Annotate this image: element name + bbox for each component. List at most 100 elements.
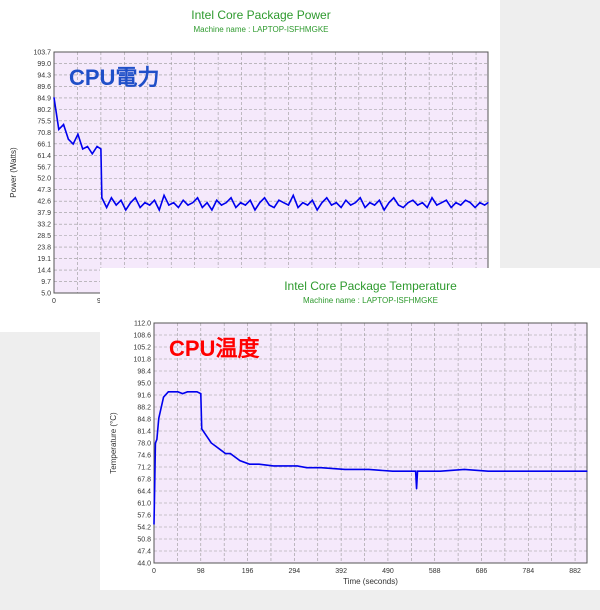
data-point [220, 204, 223, 206]
y-tick-label: 52.0 [37, 176, 51, 183]
data-point [469, 202, 471, 204]
data-point [192, 202, 194, 204]
data-point [153, 523, 155, 525]
data-point [321, 202, 323, 204]
data-point [586, 470, 588, 472]
y-tick-label: 78.0 [137, 441, 151, 448]
data-point [77, 133, 79, 135]
data-point [158, 209, 160, 211]
data-point [479, 202, 481, 204]
data-point [296, 465, 298, 467]
data-point [239, 460, 241, 462]
x-axis-label: Time (seconds) [343, 577, 398, 586]
y-tick-label: 61.0 [137, 501, 151, 508]
y-axis-label: Temperature (°C) [109, 412, 118, 474]
data-point [302, 202, 304, 204]
y-tick-label: 14.4 [37, 268, 51, 275]
data-point [431, 197, 433, 199]
data-point [484, 204, 486, 206]
x-tick-label: 784 [522, 568, 534, 575]
plot-area [54, 52, 488, 293]
power-chart: Intel Core Package Power Machine name : L… [9, 8, 489, 305]
data-point [340, 206, 342, 209]
data-point [350, 204, 352, 206]
data-point [487, 202, 489, 204]
y-tick-label: 103.7 [33, 50, 51, 57]
data-point [393, 197, 395, 199]
data-point [316, 209, 318, 211]
data-point [559, 470, 561, 472]
data-point [368, 468, 370, 471]
data-point [450, 206, 452, 209]
data-point [154, 442, 157, 444]
y-tick-label: 57.6 [137, 513, 151, 520]
data-point [335, 202, 337, 204]
data-point [412, 199, 414, 201]
data-point [134, 197, 136, 199]
data-point [272, 465, 274, 467]
data-point [415, 470, 417, 472]
data-point [369, 202, 371, 204]
y-tick-label: 66.1 [37, 141, 51, 148]
data-point [120, 199, 122, 201]
y-tick-label: 61.4 [37, 153, 51, 160]
data-point [307, 204, 309, 206]
y-tick-label: 28.5 [37, 233, 51, 240]
data-point [182, 199, 184, 201]
chart-subtitle: Machine name : LAPTOP-ISFHMGKE [193, 25, 328, 34]
data-point [225, 452, 227, 455]
data-point [439, 470, 442, 472]
x-tick-label: 98 [197, 568, 205, 575]
data-point [186, 391, 189, 393]
y-tick-label: 50.8 [137, 537, 151, 544]
data-point [96, 145, 98, 148]
data-point [354, 202, 357, 204]
y-tick-label: 33.2 [37, 222, 51, 229]
data-point [210, 442, 212, 444]
data-point [53, 97, 55, 99]
data-point [259, 202, 261, 204]
data-point [364, 206, 366, 209]
y-tick-label: 42.6 [37, 199, 51, 206]
y-tick-label: 47.4 [137, 549, 151, 556]
data-point [373, 204, 376, 206]
data-point [426, 206, 428, 209]
data-point [191, 391, 193, 393]
y-tick-label: 101.8 [133, 357, 151, 364]
data-point [149, 204, 151, 206]
y-tick-label: 64.4 [137, 489, 151, 496]
series-line [153, 391, 587, 525]
data-point [177, 206, 180, 209]
data-point [420, 470, 422, 472]
data-point [72, 143, 74, 145]
data-point [162, 396, 165, 398]
data-point [196, 391, 198, 393]
y-tick-label: 81.4 [137, 429, 151, 436]
temperature-chart: Intel Core Package Temperature Machine na… [109, 279, 588, 586]
data-point [115, 204, 117, 206]
data-point [397, 204, 400, 206]
data-point [67, 138, 69, 140]
data-point [535, 470, 537, 472]
y-tick-label: 94.3 [37, 72, 51, 79]
data-point [287, 204, 290, 206]
y-tick-label: 112.0 [134, 321, 151, 328]
data-point [91, 153, 93, 155]
y-tick-label: 108.6 [133, 333, 151, 340]
data-point [206, 202, 208, 204]
data-point [344, 468, 346, 471]
data-point [326, 197, 328, 199]
y-tick-label: 19.1 [37, 256, 51, 263]
data-point [436, 204, 438, 206]
data-point [139, 206, 141, 209]
data-point [283, 202, 285, 204]
y-tick-label: 74.6 [137, 453, 151, 460]
data-point [402, 206, 404, 209]
data-point [268, 204, 270, 206]
data-point [168, 204, 170, 206]
data-point [297, 206, 299, 209]
data-point [235, 206, 237, 209]
data-point [474, 206, 476, 209]
data-point [125, 209, 127, 211]
y-tick-label: 44.0 [137, 561, 151, 568]
